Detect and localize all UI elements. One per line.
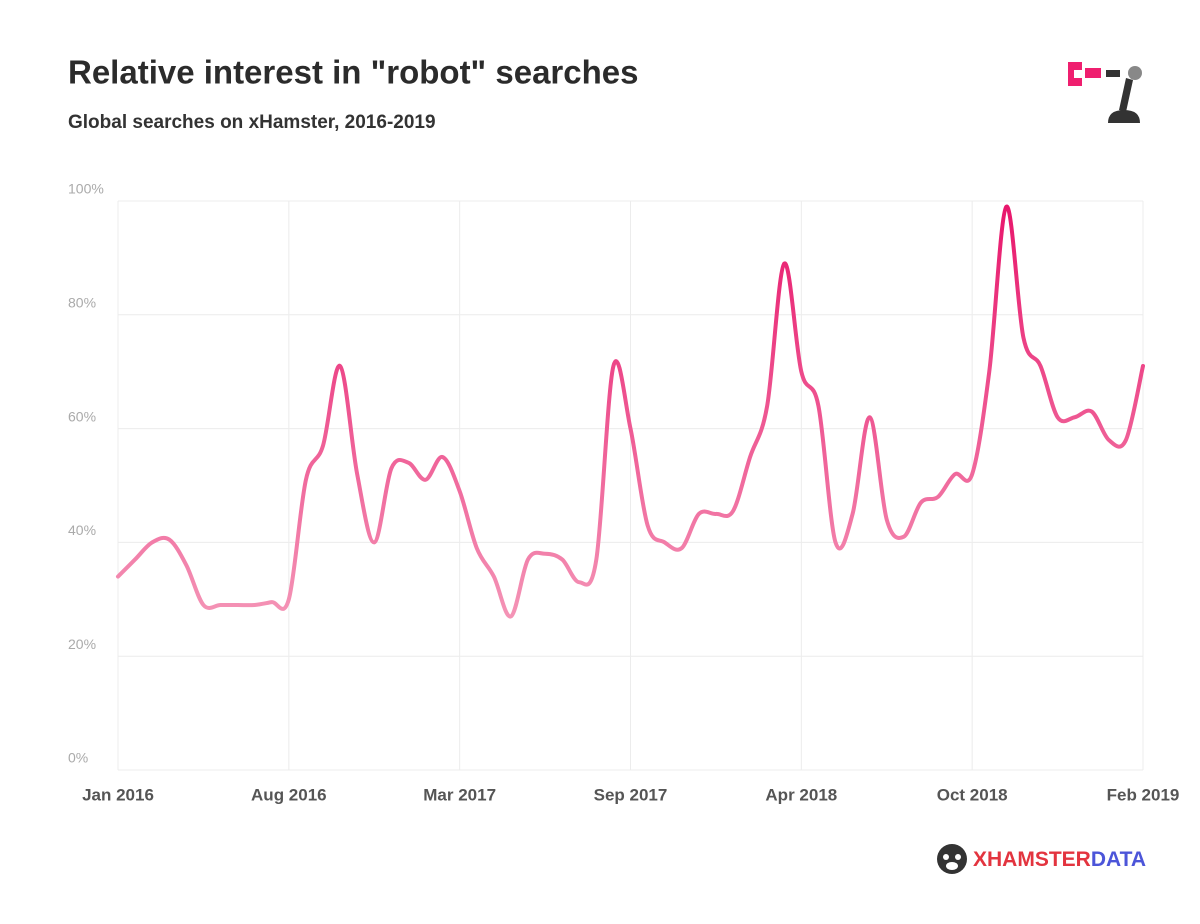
x-tick-label: Aug 2016: [251, 785, 327, 804]
brand-name: XHAMSTER: [973, 848, 1091, 871]
chart-title: Relative interest in "robot" searches: [68, 54, 639, 91]
x-tick-label: Apr 2018: [765, 785, 837, 804]
y-tick-label: 60%: [68, 408, 96, 424]
brand-suffix: DATA: [1091, 848, 1146, 871]
brand-logo: [937, 844, 967, 874]
y-tick-label: 100%: [68, 181, 104, 197]
x-tick-label: Jan 2016: [82, 785, 154, 804]
brand: XHAMSTERDATA: [973, 848, 1146, 871]
x-tick-label: Oct 2018: [937, 785, 1008, 804]
y-tick-label: 80%: [68, 295, 96, 311]
y-tick-label: 40%: [68, 522, 96, 538]
x-tick-label: Feb 2019: [1107, 785, 1180, 804]
chart-subtitle: Global searches on xHamster, 2016-2019: [68, 112, 436, 133]
data-line: [116, 204, 1145, 619]
y-tick-label: 20%: [68, 636, 96, 652]
robot-logo: [1068, 62, 1142, 123]
x-tick-label: Mar 2017: [423, 785, 496, 804]
y-tick-label: 0%: [68, 750, 88, 766]
x-tick-label: Sep 2017: [594, 785, 668, 804]
